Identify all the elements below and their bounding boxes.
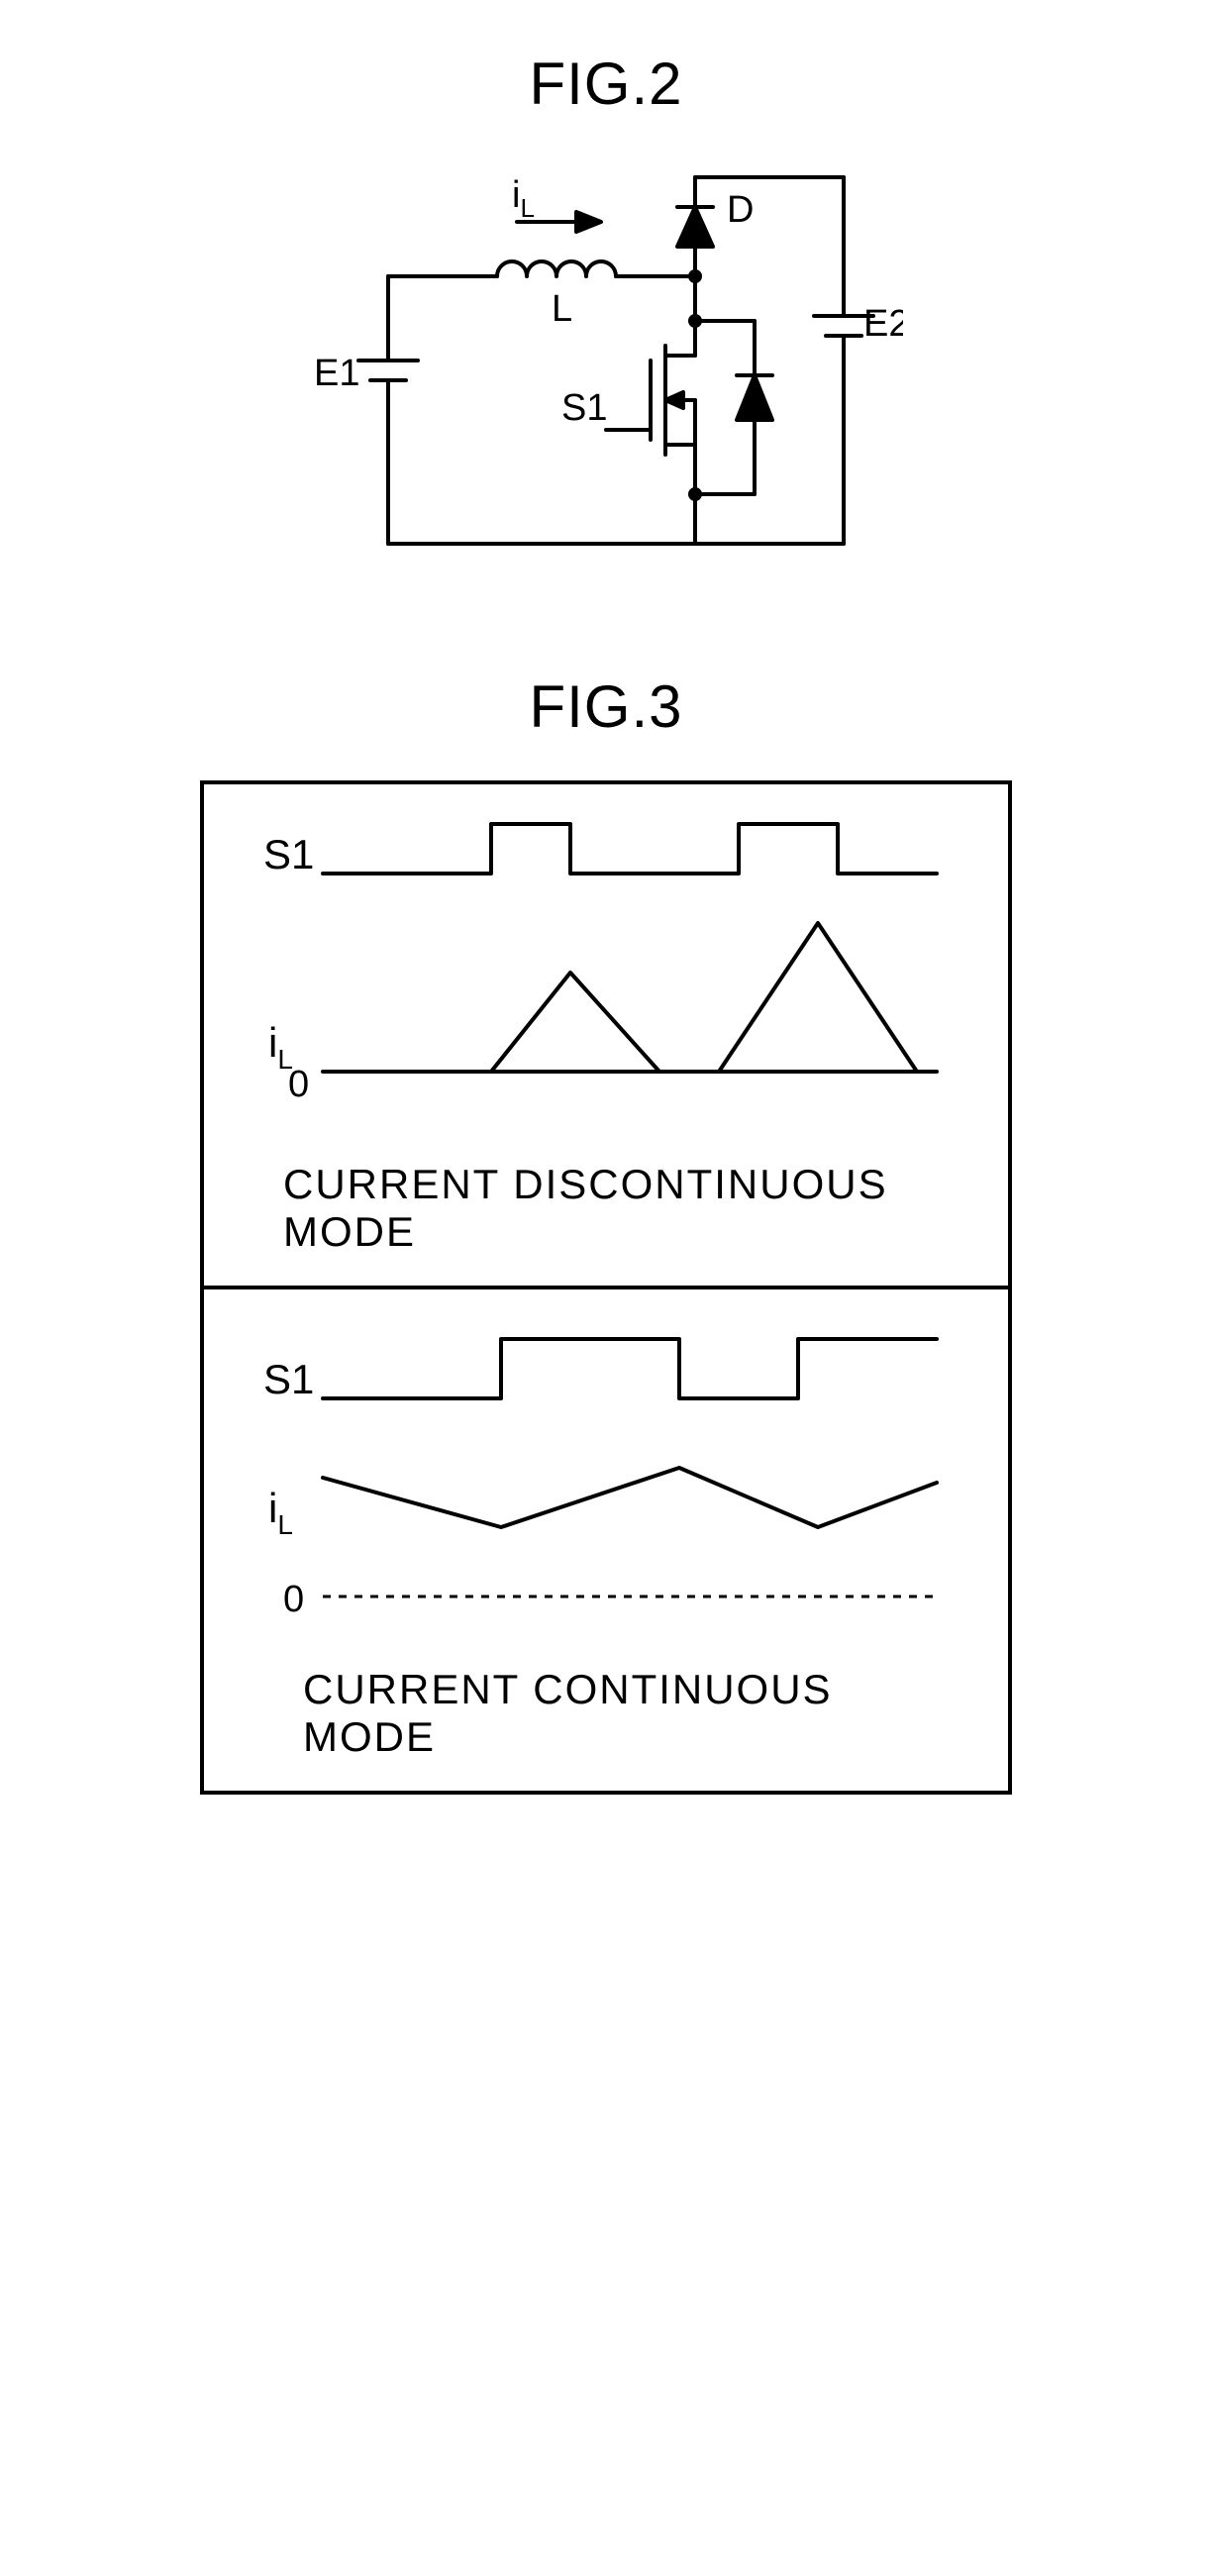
- label-E1: E1: [314, 353, 359, 394]
- label-E2: E2: [863, 303, 903, 345]
- p2-s1-label: S1: [263, 1356, 314, 1402]
- label-iL: iL: [512, 174, 535, 223]
- panel-continuous: S1 iL 0 CURRENT CONTINUOUS MODE: [204, 1286, 1008, 1791]
- page-root: FIG.2: [0, 50, 1212, 1795]
- p1-zero-label: 0: [288, 1064, 309, 1105]
- p2-caption: CURRENT CONTINUOUS MODE: [244, 1666, 968, 1761]
- p2-zero-label: 0: [283, 1579, 304, 1620]
- panel-discontinuous: S1 iL 0 CURRENT DISCONTINUOUS MODE: [204, 784, 1008, 1286]
- p1-s1-label: S1: [263, 831, 314, 877]
- fig3-box: S1 iL 0 CURRENT DISCONTINUOUS MODE S1 iL: [200, 780, 1012, 1795]
- p1-caption: CURRENT DISCONTINUOUS MODE: [244, 1161, 968, 1256]
- p2-il-label: iL: [268, 1485, 293, 1540]
- fig3-title: FIG.3: [0, 672, 1212, 741]
- label-S1: S1: [561, 387, 607, 429]
- label-L: L: [552, 288, 572, 330]
- fig2-circuit: iL L E1 E2 D S1: [309, 148, 903, 573]
- label-D: D: [727, 189, 754, 231]
- fig2-title: FIG.2: [0, 50, 1212, 118]
